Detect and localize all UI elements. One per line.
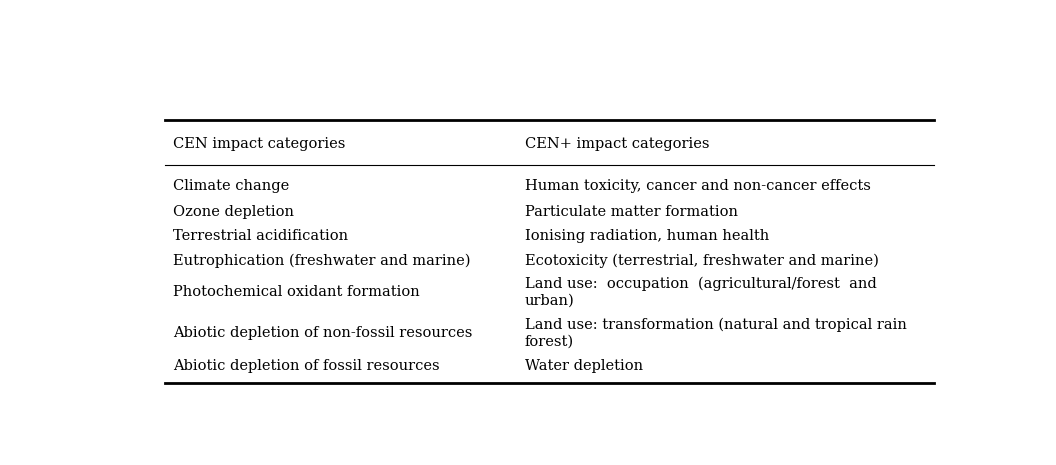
Text: Particulate matter formation: Particulate matter formation xyxy=(525,205,738,219)
Text: Photochemical oxidant formation: Photochemical oxidant formation xyxy=(173,285,419,299)
Text: CEN impact categories: CEN impact categories xyxy=(173,137,345,151)
Text: Climate change: Climate change xyxy=(173,179,289,193)
Text: Abiotic depletion of non-fossil resources: Abiotic depletion of non-fossil resource… xyxy=(173,326,472,340)
Text: Abiotic depletion of fossil resources: Abiotic depletion of fossil resources xyxy=(173,359,439,372)
Text: CEN+ impact categories: CEN+ impact categories xyxy=(525,137,710,151)
Text: Land use:  occupation  (agricultural/forest  and
urban): Land use: occupation (agricultural/fores… xyxy=(525,277,876,307)
Text: Human toxicity, cancer and non-cancer effects: Human toxicity, cancer and non-cancer ef… xyxy=(525,179,871,193)
Text: Land use: transformation (natural and tropical rain
forest): Land use: transformation (natural and tr… xyxy=(525,318,907,349)
Text: Terrestrial acidification: Terrestrial acidification xyxy=(173,229,348,243)
Text: Eutrophication (freshwater and marine): Eutrophication (freshwater and marine) xyxy=(173,253,470,268)
Text: Ozone depletion: Ozone depletion xyxy=(173,205,294,219)
Text: Ecotoxicity (terrestrial, freshwater and marine): Ecotoxicity (terrestrial, freshwater and… xyxy=(525,253,879,268)
Text: Ionising radiation, human health: Ionising radiation, human health xyxy=(525,229,769,243)
Text: Water depletion: Water depletion xyxy=(525,359,643,372)
